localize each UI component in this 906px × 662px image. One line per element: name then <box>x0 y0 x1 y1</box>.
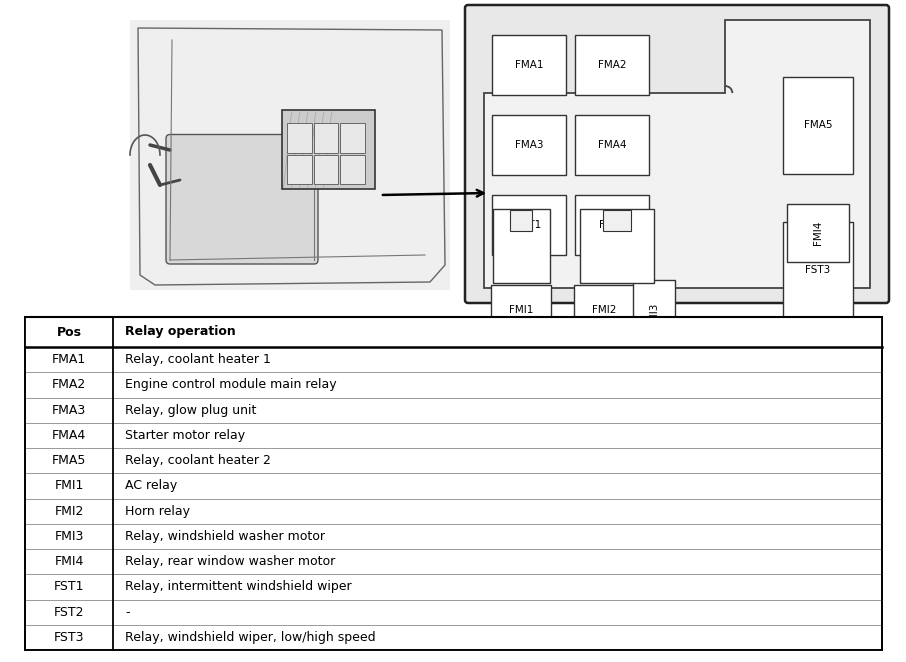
Text: FST1: FST1 <box>53 581 84 593</box>
FancyBboxPatch shape <box>25 317 882 650</box>
Text: FST2: FST2 <box>53 606 84 618</box>
FancyBboxPatch shape <box>580 209 654 283</box>
Text: FST2: FST2 <box>600 220 624 230</box>
FancyBboxPatch shape <box>313 123 338 153</box>
Text: FST3: FST3 <box>53 631 84 644</box>
Text: Pos: Pos <box>56 326 82 338</box>
FancyBboxPatch shape <box>166 134 318 264</box>
FancyBboxPatch shape <box>574 285 634 335</box>
FancyBboxPatch shape <box>787 204 849 262</box>
FancyBboxPatch shape <box>287 155 312 184</box>
FancyBboxPatch shape <box>510 209 532 230</box>
FancyBboxPatch shape <box>493 209 550 283</box>
FancyBboxPatch shape <box>602 209 631 230</box>
FancyBboxPatch shape <box>575 195 649 255</box>
Text: FMA5: FMA5 <box>52 454 86 467</box>
Text: Relay operation: Relay operation <box>125 326 236 338</box>
Text: FMI4: FMI4 <box>813 221 823 245</box>
Text: Starter motor relay: Starter motor relay <box>125 429 246 442</box>
FancyBboxPatch shape <box>783 77 853 173</box>
Text: Relay, windshield wiper, low/high speed: Relay, windshield wiper, low/high speed <box>125 631 376 644</box>
Text: FMI2: FMI2 <box>592 305 616 315</box>
FancyBboxPatch shape <box>25 317 882 347</box>
Text: FMA3: FMA3 <box>515 140 544 150</box>
Text: Horn relay: Horn relay <box>125 504 190 518</box>
FancyBboxPatch shape <box>313 155 338 184</box>
Text: FST1: FST1 <box>516 220 542 230</box>
Text: FMI3: FMI3 <box>649 303 659 327</box>
FancyBboxPatch shape <box>575 115 649 175</box>
Text: Relay, intermittent windshield wiper: Relay, intermittent windshield wiper <box>125 581 352 593</box>
FancyBboxPatch shape <box>492 35 566 95</box>
Text: Relay, coolant heater 1: Relay, coolant heater 1 <box>125 353 271 366</box>
FancyBboxPatch shape <box>287 123 312 153</box>
FancyBboxPatch shape <box>282 110 375 189</box>
FancyBboxPatch shape <box>341 155 365 184</box>
Polygon shape <box>484 20 870 288</box>
FancyBboxPatch shape <box>465 5 889 303</box>
Text: FST3: FST3 <box>805 265 831 275</box>
FancyBboxPatch shape <box>341 123 365 153</box>
Text: Relay, glow plug unit: Relay, glow plug unit <box>125 404 256 416</box>
FancyBboxPatch shape <box>492 195 566 255</box>
Text: FMI2: FMI2 <box>54 504 83 518</box>
Text: FMI3: FMI3 <box>54 530 83 543</box>
Text: FMI4: FMI4 <box>54 555 83 568</box>
FancyBboxPatch shape <box>633 280 675 350</box>
Text: Relay, coolant heater 2: Relay, coolant heater 2 <box>125 454 271 467</box>
FancyBboxPatch shape <box>492 115 566 175</box>
Text: FMA5: FMA5 <box>804 120 833 130</box>
Text: Relay, windshield washer motor: Relay, windshield washer motor <box>125 530 325 543</box>
Text: FMA2: FMA2 <box>598 60 626 70</box>
FancyBboxPatch shape <box>783 222 853 318</box>
Text: Relay, rear window washer motor: Relay, rear window washer motor <box>125 555 335 568</box>
Text: FMA2: FMA2 <box>52 379 86 391</box>
Text: FMA1: FMA1 <box>515 60 544 70</box>
FancyBboxPatch shape <box>491 285 551 335</box>
Text: Engine control module main relay: Engine control module main relay <box>125 379 337 391</box>
Text: FMI1: FMI1 <box>54 479 83 493</box>
Text: FMA4: FMA4 <box>52 429 86 442</box>
FancyBboxPatch shape <box>575 35 649 95</box>
Text: FMI1: FMI1 <box>509 305 534 315</box>
Text: FMA1: FMA1 <box>52 353 86 366</box>
Text: FMA4: FMA4 <box>598 140 626 150</box>
Text: FMA3: FMA3 <box>52 404 86 416</box>
Polygon shape <box>130 20 450 290</box>
Text: -: - <box>125 606 130 618</box>
Text: AC relay: AC relay <box>125 479 178 493</box>
